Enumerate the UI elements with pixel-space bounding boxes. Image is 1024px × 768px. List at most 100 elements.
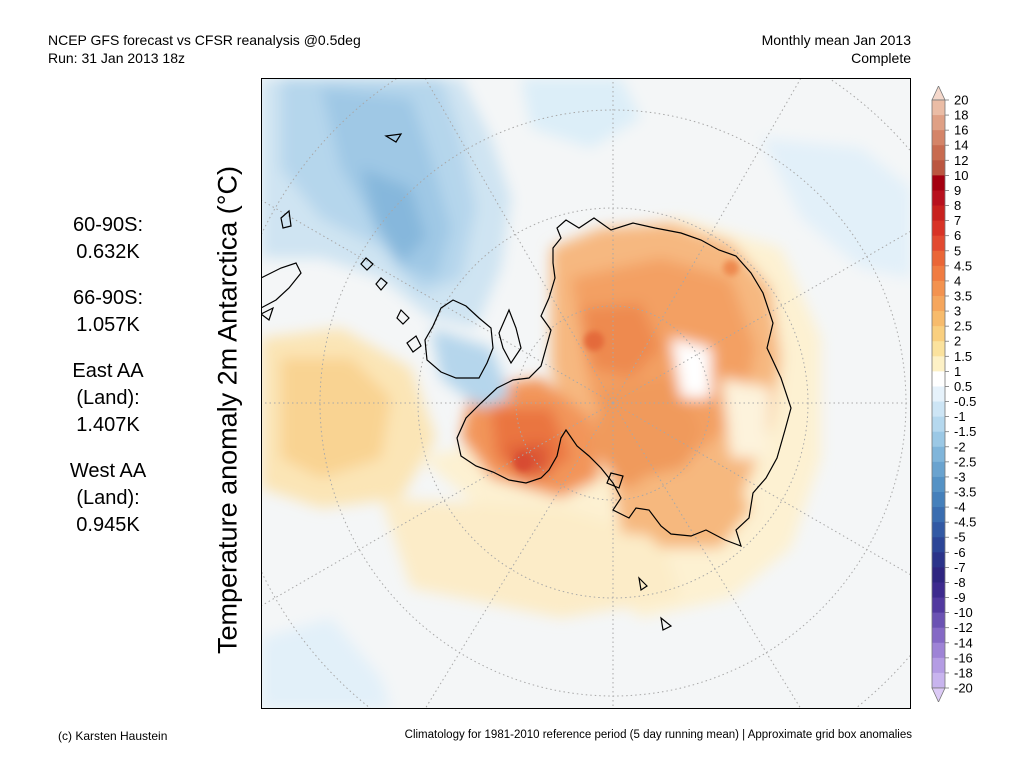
colorbar-swatch	[932, 145, 945, 161]
colorbar-swatch	[932, 582, 945, 599]
colorbar-swatch	[932, 446, 945, 463]
colorbar-swatch	[932, 552, 945, 568]
y-axis-label-text: Temperature anomaly 2m Antarctica (°C)	[212, 166, 243, 654]
colorbar-swatch	[932, 612, 945, 629]
colorbar-tick-label: -4.5	[954, 515, 976, 530]
colorbar-swatch	[932, 220, 945, 237]
colorbar-swatch	[932, 115, 945, 131]
stat-west-aa: West AA (Land): 0.945K	[48, 458, 168, 539]
colorbar-swatch	[932, 371, 945, 387]
colorbar-tick-label: -0.5	[954, 394, 976, 409]
colorbar-tick-label: 4	[954, 273, 961, 288]
colorbar-tick-label: 1.5	[954, 349, 972, 364]
colorbar-tick-label: 3.5	[954, 289, 972, 304]
colorbar: 201816141210987654.543.532.521.510.5-0.5…	[931, 86, 976, 702]
colorbar-swatch	[932, 537, 945, 553]
colorbar-swatch	[932, 461, 945, 478]
colorbar-tick-label: -14	[954, 635, 973, 650]
stat-60-90s: 60-90S: 0.632K	[48, 212, 168, 266]
colorbar-swatch	[932, 100, 945, 116]
colorbar-swatch	[932, 175, 945, 191]
colorbar-tick-label: 6	[954, 228, 961, 243]
colorbar-swatch	[932, 522, 945, 538]
map-frame	[261, 78, 911, 709]
colorbar-swatch	[932, 386, 945, 403]
colorbar-swatch	[932, 507, 945, 523]
anomaly-map	[261, 78, 911, 709]
stat-value: 1.057K	[76, 314, 140, 336]
colorbar-labels: 201816141210987654.543.532.521.510.5-0.5…	[945, 93, 976, 696]
colorbar-tick-label: 5	[954, 243, 961, 258]
colorbar-tick-label: 2	[954, 334, 961, 349]
colorbar-tick-label: -16	[954, 650, 973, 665]
credit-text: (c) Karsten Haustein	[58, 729, 168, 743]
colorbar-swatch	[932, 567, 945, 583]
colorbar-tick-label: -2.5	[954, 454, 976, 469]
colorbar-tick-label: 10	[954, 168, 968, 183]
colorbar-tick-label: -4	[954, 500, 966, 515]
stat-value: 0.945K	[76, 514, 140, 536]
colorbar-tick-label: -20	[954, 681, 973, 696]
colorbar-tick-label: -18	[954, 665, 973, 680]
colorbar-tick-label: -3	[954, 469, 966, 484]
colorbar-swatch	[932, 130, 945, 146]
chart-title: NCEP GFS forecast vs CFSR reanalysis @0.…	[48, 32, 361, 48]
colorbar-swatch	[932, 190, 945, 207]
colorbar-tick-label: 16	[954, 123, 968, 138]
colorbar-tick-label: 14	[954, 138, 968, 153]
colorbar-swatch	[932, 250, 945, 267]
colorbar-tick-label: 7	[954, 213, 961, 228]
colorbar-tick-label: 2.5	[954, 319, 972, 334]
colorbar-tick-label: 20	[954, 93, 968, 108]
colorbar-tick-label: 0.5	[954, 379, 972, 394]
stat-label: East AA (Land):	[72, 360, 144, 409]
stat-label: West AA (Land):	[69, 460, 147, 509]
colorbar-swatch	[932, 627, 945, 644]
colorbar-swatch	[932, 642, 945, 659]
colorbar-swatch	[932, 431, 945, 448]
colorbar-tick-label: 4.5	[954, 258, 972, 273]
colorbar-swatch	[932, 401, 945, 418]
colorbar-swatch	[932, 160, 945, 176]
run-label: Run: 31 Jan 2013 18z	[48, 50, 185, 66]
header-left: NCEP GFS forecast vs CFSR reanalysis @0.…	[48, 31, 361, 67]
stats-panel: 60-90S: 0.632K 66-90S: 1.057K East AA (L…	[48, 212, 168, 558]
colorbar-swatch	[932, 311, 945, 327]
colorbar-min-triangle	[931, 687, 946, 702]
colorbar-swatch	[932, 672, 945, 689]
footnote-text: Climatology for 1981-2010 reference peri…	[404, 729, 912, 741]
coastline	[261, 133, 792, 631]
stat-label: 60-90S:	[72, 214, 144, 236]
colorbar-tick-label: -1	[954, 409, 966, 424]
period-label: Monthly mean Jan 2013	[761, 32, 911, 48]
header-right: Monthly mean Jan 2013 Complete	[762, 31, 911, 67]
colorbar-tick-label: -10	[954, 605, 973, 620]
anomaly-field	[261, 78, 911, 709]
colorbar-swatch	[932, 476, 945, 493]
colorbar-tick-label: 8	[954, 198, 961, 213]
colorbar-swatch	[932, 326, 945, 342]
status-label: Complete	[851, 50, 911, 66]
colorbar-swatch	[932, 597, 945, 614]
stat-value: 1.407K	[76, 414, 140, 436]
stat-label: 66-90S:	[72, 287, 144, 309]
colorbar-swatch	[932, 492, 945, 508]
colorbar-tick-label: -6	[954, 545, 966, 560]
stat-66-90s: 66-90S: 1.057K	[48, 285, 168, 339]
colorbar-tick-label: 12	[954, 153, 968, 168]
colorbar-swatch	[932, 265, 945, 282]
stat-east-aa: East AA (Land): 1.407K	[48, 358, 168, 439]
colorbar-tick-label: 9	[954, 183, 961, 198]
colorbar-swatch	[932, 657, 945, 674]
colorbar-tick-label: 18	[954, 108, 968, 123]
graticule	[261, 78, 911, 709]
colorbar-tick-label: 3	[954, 304, 961, 319]
colorbar-tick-label: -12	[954, 620, 973, 635]
colorbar-swatch	[932, 235, 945, 252]
colorbar-swatch	[932, 341, 945, 357]
colorbar-tick-label: -2	[954, 439, 966, 454]
colorbar-tick-label: -8	[954, 575, 966, 590]
colorbar-tick-label: -3.5	[954, 485, 976, 500]
colorbar-tick-label: -1.5	[954, 424, 976, 439]
colorbar-swatch	[932, 280, 945, 297]
